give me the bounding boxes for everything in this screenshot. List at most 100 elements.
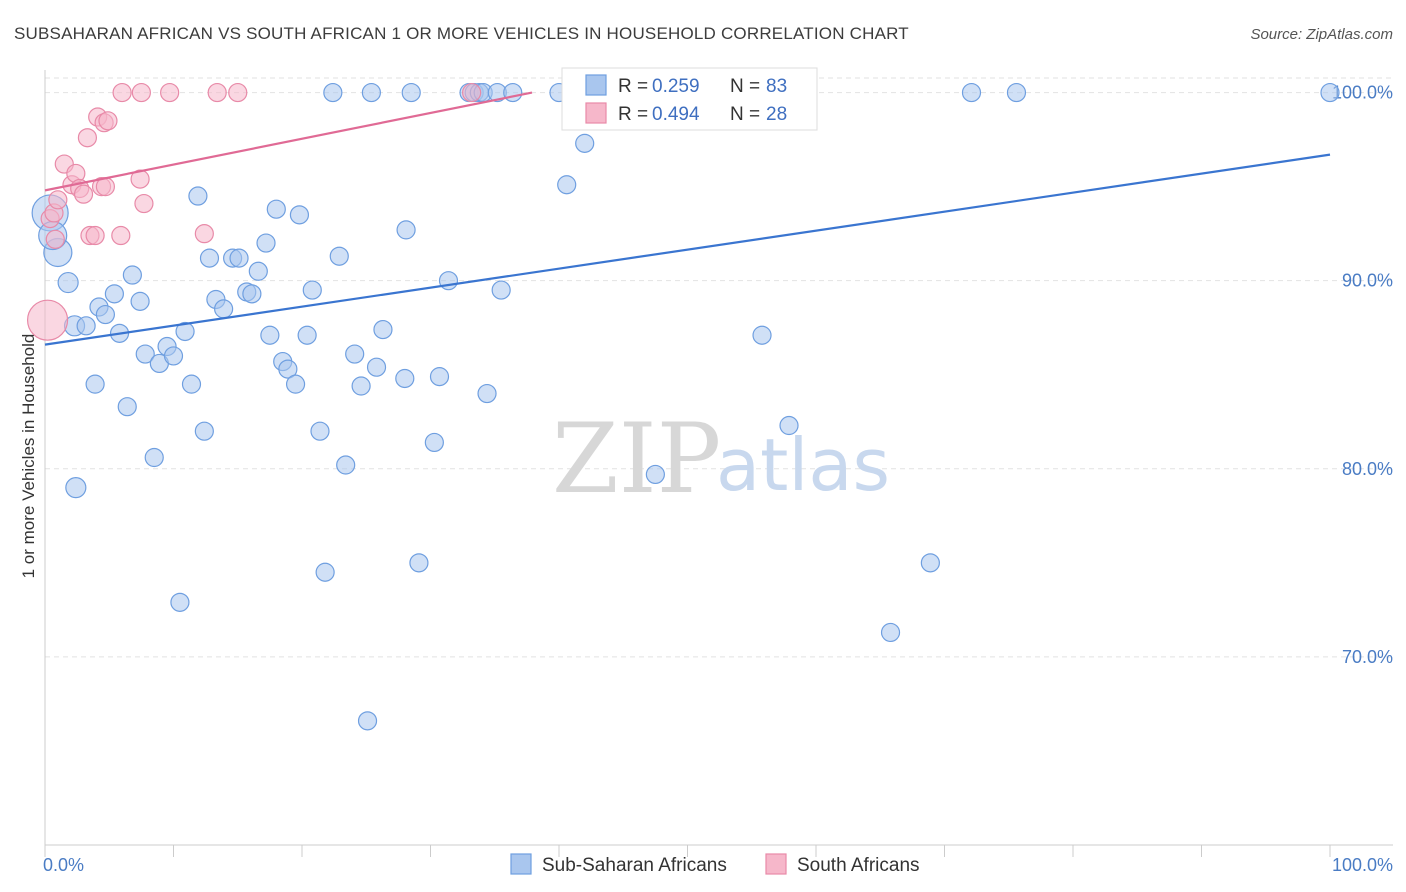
sub-saharan-point-48	[351, 376, 371, 396]
sub-saharan-point-42	[310, 421, 330, 441]
south-african-trend-line	[44, 91, 533, 192]
sub-saharan-point-80	[961, 82, 982, 103]
y-tick-labels: 100.0% 90.0% 80.0% 70.0%	[1332, 83, 1393, 667]
sub-saharan-point-44	[323, 82, 343, 103]
y-tick-label-80: 80.0%	[1342, 459, 1393, 479]
x-tick-labels: 0.0% 100.0%	[43, 855, 1393, 875]
south-african-point-23	[160, 82, 180, 103]
sub-saharan-point-52	[373, 319, 393, 340]
sub-saharan-point-53	[395, 368, 415, 389]
sub-saharan-point-40	[297, 325, 317, 345]
bottom-legend-south-african: South Africans	[797, 855, 920, 876]
sub-saharan-point-37	[278, 359, 298, 379]
legend-n-value-0: 83	[766, 76, 787, 97]
south-african-point-10	[77, 128, 98, 148]
gridlines	[45, 77, 1393, 658]
sub-saharan-point-69	[557, 175, 577, 195]
sub-saharan-point-50	[361, 82, 381, 103]
sub-saharan-point-11	[85, 374, 105, 394]
x-tick-label-max: 100.0%	[1332, 855, 1393, 875]
legend-swatch-pink	[585, 102, 607, 124]
south-african-point-19	[111, 225, 131, 246]
sub-saharan-point-3	[57, 271, 79, 294]
sub-saharan-trend-line	[44, 153, 1331, 346]
chart-title: SUBSAHARAN AFRICAN VS SOUTH AFRICAN 1 OR…	[14, 24, 909, 43]
sub-saharan-point-58	[429, 367, 450, 387]
sub-saharan-point-20	[170, 592, 190, 612]
legend-n-label-0: N =	[730, 76, 760, 97]
sub-saharan-point-35	[266, 199, 286, 219]
sub-saharan-point-15	[135, 344, 155, 364]
sub-saharan-point-5	[76, 316, 96, 336]
y-tick-label-70: 70.0%	[1342, 647, 1393, 667]
south-african-point-20	[130, 169, 150, 189]
sub-saharan-point-16	[144, 447, 164, 468]
sub-saharan-point-79	[920, 553, 940, 573]
bottom-legend-swatch-blue	[510, 853, 532, 875]
y-tick-label-100: 100.0%	[1332, 83, 1393, 103]
sub-saharan-point-31	[242, 284, 262, 304]
sub-saharan-point-21	[175, 321, 195, 342]
sub-saharan-point-67	[503, 82, 523, 103]
sub-saharan-point-25	[199, 248, 220, 268]
south-african-point-21	[134, 193, 154, 214]
sub-saharan-point-75	[752, 325, 772, 345]
sub-saharan-point-39	[289, 205, 310, 225]
sub-saharan-point-8	[104, 284, 124, 304]
south-african-point-26	[228, 82, 248, 103]
sub-saharan-point-56	[396, 220, 416, 240]
south-african-point-4	[48, 190, 68, 210]
south-african-point-24	[194, 224, 214, 244]
y-axis-label: 1 or more Vehicles in Household	[19, 334, 38, 579]
sub-saharan-point-81	[1006, 82, 1027, 103]
sub-saharan-point-14	[130, 291, 150, 311]
legend-n-value-1: 28	[766, 104, 787, 125]
sub-saharan-point-41	[302, 280, 322, 300]
sub-saharan-point-54	[401, 82, 421, 103]
legend-r-value-1: 0.494	[652, 104, 700, 125]
south-african-point-9	[73, 184, 94, 204]
sub-saharan-point-46	[336, 455, 356, 475]
sub-saharan-point-57	[424, 432, 444, 453]
y-tick-label-90: 90.0%	[1342, 271, 1393, 291]
sub-saharan-point-33	[256, 233, 276, 253]
x-tick-label-min: 0.0%	[43, 855, 84, 875]
legend-r-value-0: 0.259	[652, 76, 700, 97]
legend-n-label-1: N =	[730, 104, 760, 125]
trend-lines	[44, 91, 1331, 346]
sub-saharan-point-34	[260, 325, 280, 345]
sub-saharan-point-51	[366, 357, 387, 377]
south-african-point-22	[131, 82, 151, 103]
legend-r-label-1: R =	[618, 104, 648, 125]
legend-swatch-blue	[585, 74, 607, 96]
sub-saharan-point-19	[163, 346, 184, 366]
bottom-legend-sub-saharan: Sub-Saharan Africans	[542, 855, 727, 876]
sub-saharan-point-47	[345, 344, 365, 364]
south-african-point-17	[98, 111, 118, 131]
chart-source: Source: ZipAtlas.com	[1250, 26, 1393, 43]
watermark: ZIP atlas	[552, 403, 890, 515]
sub-saharan-point-32	[248, 261, 268, 281]
sub-saharan-point-22	[181, 374, 202, 394]
sub-saharan-point-23	[188, 186, 208, 206]
sub-saharan-point-12	[117, 397, 137, 417]
south-african-point-12	[85, 225, 105, 246]
sub-saharan-point-38	[285, 374, 306, 394]
watermark-atlas: atlas	[716, 423, 890, 507]
sub-saharan-point-64	[477, 383, 497, 404]
sub-saharan-point-27	[214, 299, 234, 319]
south-african-point-3	[45, 229, 65, 249]
bottom-legend-swatch-pink	[765, 853, 787, 875]
sub-saharan-point-13	[122, 265, 142, 285]
sub-saharan-point-10	[65, 476, 87, 499]
sub-saharan-point-70	[575, 133, 595, 153]
sub-saharan-point-55	[409, 553, 429, 573]
sub-saharan-point-49	[357, 711, 378, 731]
south-african-point-18	[112, 82, 132, 103]
stats-legend: R = 0.259 N = 83 R = 0.494 N = 28	[561, 67, 818, 131]
series-south-africans	[26, 82, 482, 341]
sub-saharan-point-72	[645, 464, 665, 485]
sub-saharan-point-82	[1320, 82, 1340, 103]
watermark-zip: ZIP	[552, 403, 721, 515]
